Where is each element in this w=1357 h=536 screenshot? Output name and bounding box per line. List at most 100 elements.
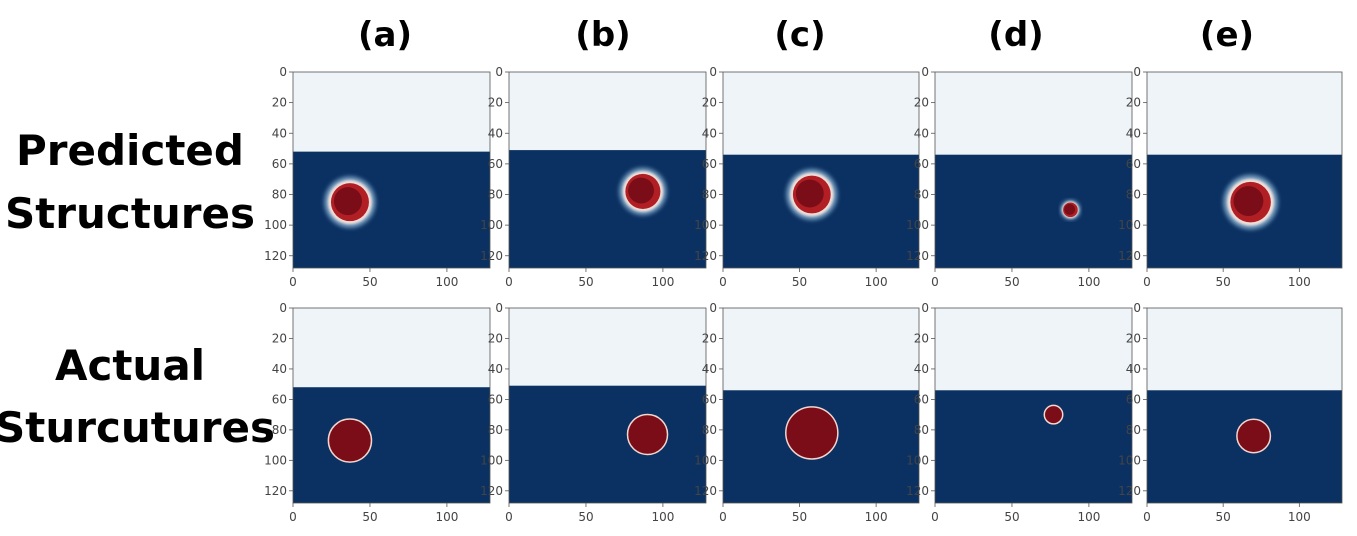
y-tick-label: 80 xyxy=(914,423,929,437)
y-tick-label: 40 xyxy=(914,126,929,140)
column-label-c: (c) xyxy=(774,15,825,55)
y-tick-label: 20 xyxy=(272,96,287,110)
light-region xyxy=(723,72,919,155)
panel-frame xyxy=(508,71,707,269)
y-tick-label: 100 xyxy=(694,218,717,232)
substrate-region xyxy=(935,154,1132,268)
x-tick-label: 0 xyxy=(719,510,727,524)
y-tick-label: 120 xyxy=(694,249,717,263)
y-tick-label: 40 xyxy=(272,126,287,140)
y-tick-label: 100 xyxy=(694,453,717,467)
y-tick-label: 20 xyxy=(488,96,503,110)
y-tick-label: 40 xyxy=(702,126,717,140)
column-label-d: (d) xyxy=(988,15,1043,55)
y-tick-label: 60 xyxy=(272,392,287,406)
x-tick-label: 0 xyxy=(931,275,939,289)
y-tick-label: 20 xyxy=(488,331,503,345)
panel-predicted-d: 0 50 100 0 20 40 60 80 100 120 xyxy=(906,65,1133,289)
y-tick-label: 80 xyxy=(272,188,287,202)
panel-actual-e: 0 50 100 0 20 40 60 80 100 120 xyxy=(1118,301,1343,524)
panel-frame xyxy=(1146,71,1343,269)
y-tick-label: 120 xyxy=(906,484,929,498)
y-tick-label: 80 xyxy=(272,423,287,437)
row-label-actual-line2: Sturcutures xyxy=(0,403,275,452)
y-tick-label: 40 xyxy=(488,126,503,140)
y-tick-label: 80 xyxy=(1126,188,1141,202)
y-tick-label: 120 xyxy=(694,484,717,498)
y-tick-label: 20 xyxy=(272,331,287,345)
x-tick-label: 100 xyxy=(651,510,674,524)
y-tick-label: 20 xyxy=(914,96,929,110)
y-tick-label: 40 xyxy=(1126,362,1141,376)
y-tick-label: 0 xyxy=(279,65,287,79)
x-tick-label: 100 xyxy=(1288,275,1311,289)
x-tick-label: 0 xyxy=(1143,510,1151,524)
panel-actual-a: 0 50 100 0 20 40 60 80 100 120 xyxy=(264,301,491,524)
y-tick-label: 0 xyxy=(709,65,717,79)
panel-frame xyxy=(292,307,491,504)
y-tick-label: 0 xyxy=(1133,301,1141,315)
x-tick-label: 50 xyxy=(578,510,593,524)
x-tick-label: 100 xyxy=(865,275,888,289)
y-tick-label: 80 xyxy=(702,188,717,202)
y-tick-label: 40 xyxy=(702,362,717,376)
x-tick-label: 100 xyxy=(865,510,888,524)
y-tick-label: 60 xyxy=(914,157,929,171)
y-tick-label: 0 xyxy=(1133,65,1141,79)
y-tick-label: 20 xyxy=(1126,96,1141,110)
column-label-e: (e) xyxy=(1200,15,1254,55)
light-region xyxy=(509,72,706,151)
x-tick-label: 50 xyxy=(1216,275,1231,289)
y-tick-label: 80 xyxy=(488,423,503,437)
y-tick-label: 100 xyxy=(264,453,287,467)
y-tick-label: 80 xyxy=(1126,423,1141,437)
y-tick-label: 100 xyxy=(264,218,287,232)
substrate-region xyxy=(935,390,1132,503)
row-label-actual-line1: Actual xyxy=(55,341,205,390)
x-tick-label: 0 xyxy=(719,275,727,289)
y-tick-label: 60 xyxy=(488,392,503,406)
y-tick-label: 20 xyxy=(702,331,717,345)
y-tick-label: 100 xyxy=(480,218,503,232)
x-tick-label: 50 xyxy=(362,275,377,289)
y-tick-label: 120 xyxy=(906,249,929,263)
panel-predicted-a: 0 50 100 0 20 40 60 80 100 120 xyxy=(264,65,491,289)
y-tick-label: 80 xyxy=(702,423,717,437)
light-region xyxy=(509,308,706,386)
panel-frame xyxy=(508,307,707,504)
x-tick-label: 0 xyxy=(505,275,513,289)
x-tick-label: 50 xyxy=(792,275,807,289)
x-tick-label: 100 xyxy=(435,510,458,524)
structure-circle xyxy=(626,413,669,456)
y-tick-label: 40 xyxy=(1126,126,1141,140)
x-tick-label: 0 xyxy=(1143,275,1151,289)
x-tick-label: 0 xyxy=(289,510,297,524)
y-tick-label: 80 xyxy=(914,188,929,202)
y-tick-label: 80 xyxy=(488,188,503,202)
panel-frame xyxy=(292,71,491,269)
x-tick-label: 50 xyxy=(362,510,377,524)
row-label-predicted-line1: Predicted xyxy=(16,126,244,175)
y-tick-label: 20 xyxy=(702,96,717,110)
row-labels: Predicted Structures Actual Sturcutures xyxy=(0,126,275,452)
x-tick-label: 0 xyxy=(931,510,939,524)
x-tick-label: 100 xyxy=(435,275,458,289)
y-tick-label: 0 xyxy=(495,65,503,79)
light-region xyxy=(1147,72,1342,155)
y-tick-label: 60 xyxy=(1126,392,1141,406)
y-tick-label: 40 xyxy=(272,362,287,376)
y-tick-label: 120 xyxy=(1118,484,1141,498)
x-tick-label: 0 xyxy=(289,275,297,289)
substrate-region xyxy=(509,385,706,503)
structure-circle xyxy=(1043,404,1064,425)
panel-actual-b: 0 50 100 0 20 40 60 80 100 120 xyxy=(480,301,707,524)
y-tick-label: 40 xyxy=(488,362,503,376)
y-tick-label: 60 xyxy=(272,157,287,171)
y-tick-label: 0 xyxy=(921,65,929,79)
light-region xyxy=(293,72,490,152)
y-tick-label: 0 xyxy=(279,301,287,315)
x-tick-label: 50 xyxy=(1004,510,1019,524)
structure-circle xyxy=(785,406,839,460)
